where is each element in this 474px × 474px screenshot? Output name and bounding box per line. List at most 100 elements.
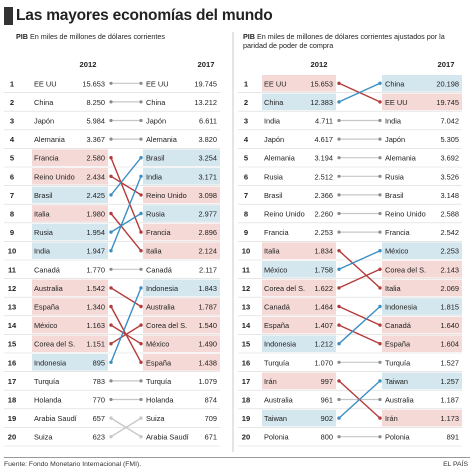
connector-dot — [337, 323, 341, 327]
connector-dot — [378, 267, 382, 271]
country-label: Turquía — [34, 377, 60, 386]
rank-label: 17 — [242, 377, 250, 386]
value-label: 3.692 — [441, 154, 460, 163]
right-panel-subtitle: En miles de millones de dólares corrient… — [243, 32, 445, 50]
panel1-right-highlight — [382, 75, 462, 92]
country-label: Alemania — [385, 154, 417, 163]
rank-label: 15 — [8, 340, 17, 349]
country-label: Brasil — [34, 191, 53, 200]
connector-dot — [109, 267, 113, 271]
value-label: 8.250 — [87, 98, 106, 107]
country-label: México — [34, 321, 57, 330]
value-label: 6.611 — [199, 117, 217, 126]
rank-change-line — [338, 250, 381, 270]
value-label: 800 — [321, 433, 333, 442]
value-label: 3.098 — [199, 191, 218, 200]
country-label: Australia — [34, 284, 64, 293]
value-label: 2.069 — [441, 284, 460, 293]
value-label: 2.124 — [199, 247, 218, 256]
value-label: 1.758 — [315, 265, 334, 274]
value-label: 2.366 — [315, 191, 334, 200]
connector-dot — [109, 193, 113, 197]
panel1-right-highlight — [382, 335, 462, 352]
value-label: 1.173 — [441, 414, 460, 423]
country-label: Japón — [385, 135, 405, 144]
panel1-year-right: 2017 — [438, 60, 455, 69]
rank-change-line — [338, 380, 381, 419]
panel1-left-highlight — [262, 261, 336, 278]
panel0-right-highlight — [143, 242, 220, 259]
connector-dot — [337, 416, 341, 420]
country-label: Alemania — [146, 135, 178, 144]
country-label: Taiwan — [264, 414, 287, 423]
panel0-year-right: 2017 — [198, 60, 215, 69]
connector-dot — [378, 118, 382, 123]
panel0-left-highlight — [32, 279, 108, 297]
connector-dot — [378, 379, 382, 383]
value-label: 3.526 — [441, 172, 460, 181]
connector-dot — [139, 323, 143, 327]
value-label: 1.770 — [87, 265, 106, 274]
value-label: 1.540 — [199, 321, 218, 330]
value-label: 19.745 — [436, 98, 459, 107]
value-label: 623 — [93, 433, 105, 442]
value-label: 1.151 — [87, 340, 106, 349]
connector-dot — [139, 81, 143, 85]
connector-dot — [139, 416, 143, 420]
value-label: 3.148 — [441, 191, 460, 200]
country-label: Corea del S. — [385, 265, 426, 274]
right-panel-header: PIB En miles de millones de dólares corr… — [243, 32, 458, 50]
country-label: Turquía — [385, 358, 411, 367]
connector-dot — [109, 286, 113, 290]
rank-label: 12 — [8, 284, 16, 293]
value-label: 3.171 — [199, 172, 218, 181]
connector-dot — [109, 323, 113, 327]
rank-label: 7 — [10, 191, 14, 200]
panel0-right-highlight — [143, 149, 220, 166]
country-label: China — [264, 98, 284, 107]
country-label: Canadá — [146, 265, 173, 274]
connector-dot — [337, 118, 341, 123]
value-label: 2.512 — [315, 172, 334, 181]
value-label: 657 — [93, 414, 105, 423]
connector-dot — [109, 100, 113, 104]
connector-dot — [378, 193, 382, 197]
country-label: Indonesia — [34, 358, 67, 367]
panel0-left-highlight — [32, 316, 108, 334]
connector-dot — [337, 156, 341, 160]
rank-label: 5 — [10, 154, 15, 163]
connector-dot — [337, 100, 341, 104]
connector-dot — [337, 342, 341, 346]
connector-dot — [109, 249, 113, 253]
country-label: Indonesia — [264, 340, 297, 349]
value-label: 1.079 — [199, 377, 218, 386]
country-label: Rusia — [34, 228, 54, 237]
panel0-left-highlight — [32, 223, 108, 241]
value-label: 15.653 — [310, 79, 333, 88]
rank-label: 17 — [8, 377, 16, 386]
value-label: 1.604 — [441, 340, 460, 349]
connector-dot — [378, 230, 382, 234]
panel0-left-highlight — [32, 242, 108, 259]
value-label: 2.253 — [315, 228, 334, 237]
country-label: Arabia Saudí — [34, 414, 78, 423]
country-label: Brasil — [385, 191, 404, 200]
country-label: Indonesia — [146, 284, 179, 293]
connector-dot — [139, 211, 143, 216]
country-label: Polonia — [264, 433, 290, 442]
rank-label: 16 — [242, 358, 250, 367]
panel1-right-highlight — [382, 279, 462, 297]
country-label: Rusia — [146, 210, 166, 219]
country-label: Holanda — [34, 396, 62, 405]
page-title: Las mayores economías del mundo — [16, 7, 273, 24]
connector-dot — [337, 249, 341, 253]
connector-dot — [337, 267, 341, 271]
rank-change-line — [110, 324, 142, 345]
value-label: 1.407 — [315, 321, 334, 330]
panel0-left-highlight — [32, 298, 108, 315]
connector-dot — [139, 304, 143, 309]
connector-dot — [109, 360, 113, 364]
connector-dot — [139, 230, 143, 234]
country-label: Corea del S. — [34, 340, 75, 349]
